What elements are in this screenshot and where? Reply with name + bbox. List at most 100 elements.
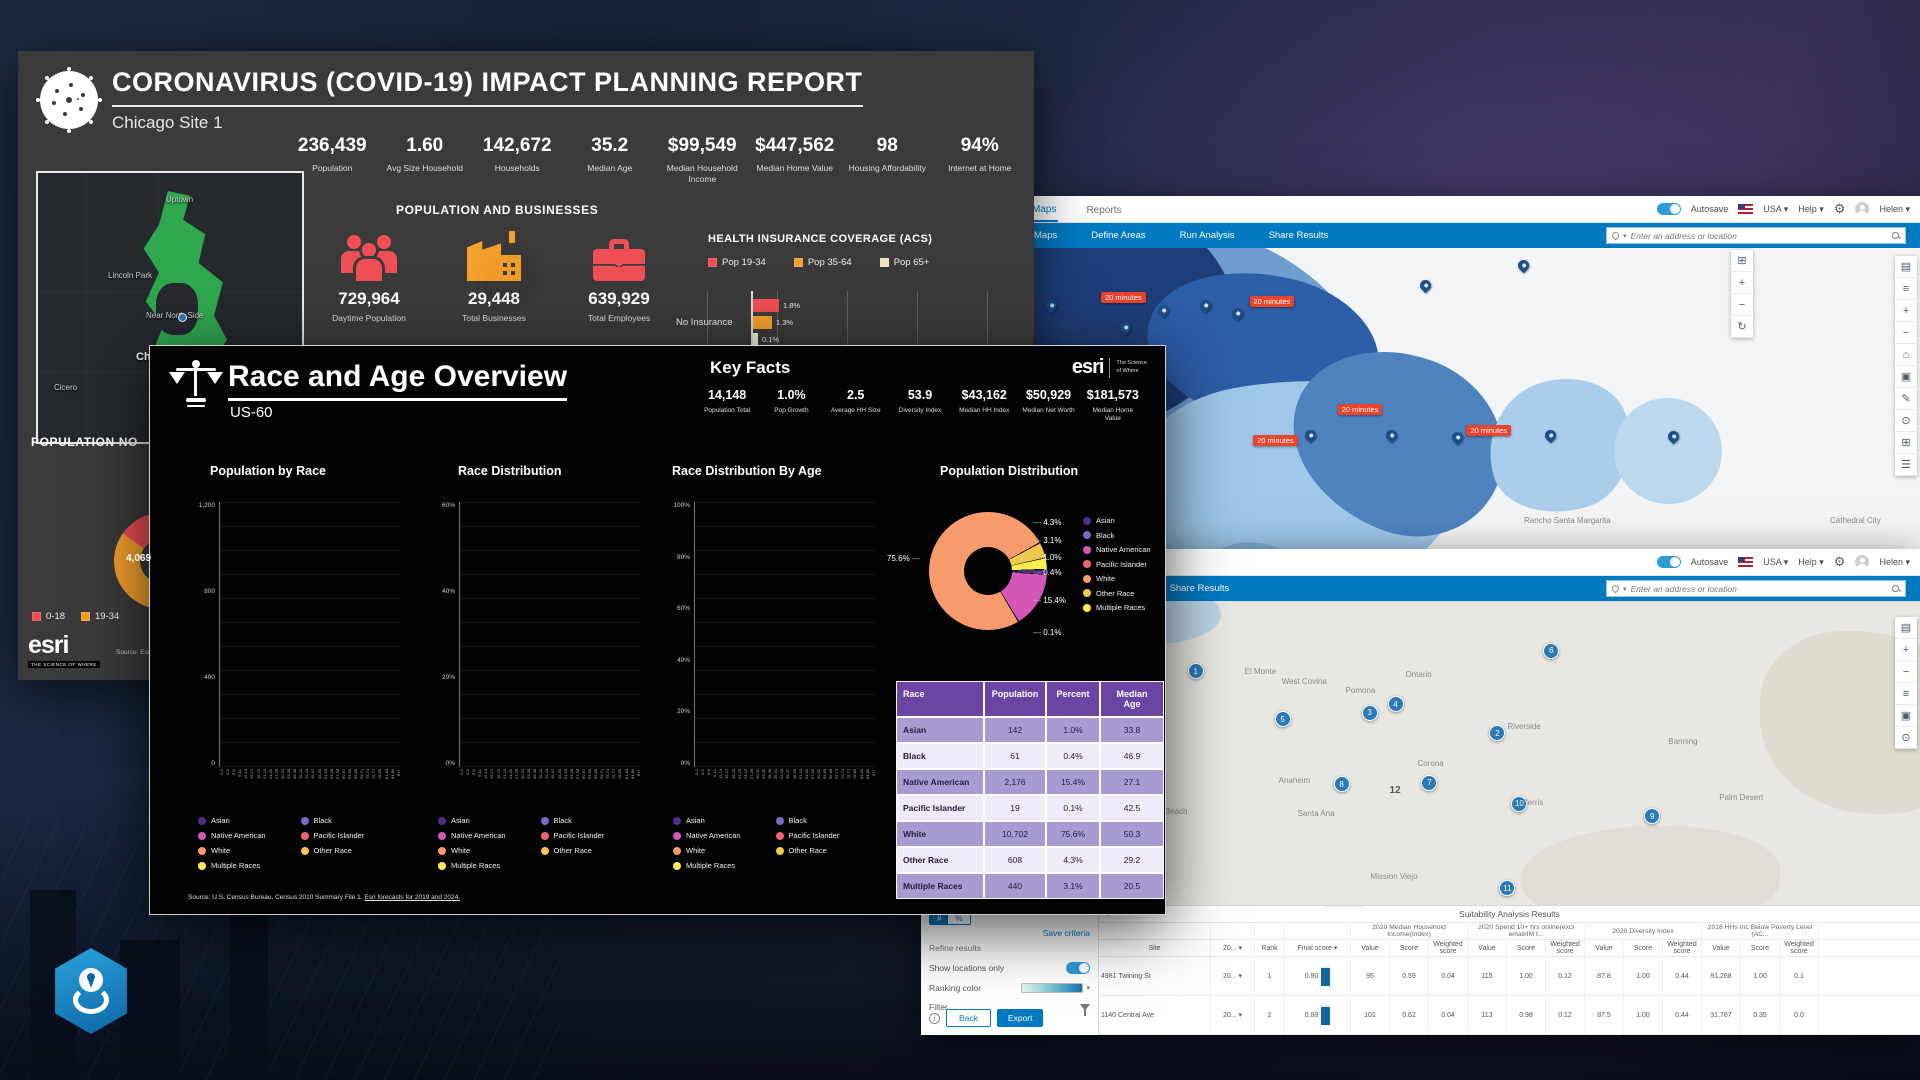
map-tools-sidebar[interactable]: ▤ + − ≡ ▣ ⊙ — [1895, 617, 1917, 749]
site-marker-1[interactable]: 1 — [1187, 663, 1204, 680]
ranking-color-dropdown[interactable]: ▾ — [1021, 983, 1090, 993]
score-bar — [1321, 1005, 1331, 1025]
locale-dropdown[interactable]: USA ▾ — [1763, 556, 1789, 567]
show-locations-toggle[interactable] — [1066, 962, 1090, 974]
site-marker-8[interactable]: 8 — [1333, 776, 1350, 793]
input-tab[interactable]: Input — [1325, 906, 1363, 907]
col-weighted-score[interactable]: Weighted score — [1546, 940, 1585, 956]
help-dropdown[interactable]: Help ▾ — [1798, 203, 1824, 214]
col-score[interactable]: Score — [1507, 940, 1546, 956]
help-dropdown[interactable]: Help ▾ — [1798, 556, 1824, 567]
address-search[interactable]: ▾ — [1606, 227, 1906, 244]
site-marker-4[interactable]: 4 — [1387, 696, 1404, 713]
zoom-out-icon[interactable]: − — [1895, 322, 1917, 344]
search-caret-icon[interactable]: ▾ — [1623, 585, 1627, 593]
col-weighted-score[interactable]: Weighted score — [1663, 940, 1702, 956]
donut-callout: 15.4% — [1033, 596, 1066, 605]
table-row[interactable]: 4981 Twining St 20... ▾ 1 0.90 95 0.59 0.04 115… — [1099, 957, 1920, 996]
col-weighted-score[interactable]: Weighted score — [1429, 940, 1468, 956]
home-icon[interactable]: ⌂ — [1895, 344, 1917, 366]
minus-icon[interactable]: − — [1731, 294, 1753, 316]
refresh-icon[interactable]: ↻ — [1731, 316, 1753, 338]
measure-icon[interactable]: ⊞ — [1895, 432, 1917, 454]
export-button[interactable]: Export — [996, 1009, 1044, 1027]
locate-icon[interactable]: ⊙ — [1895, 410, 1917, 432]
user-dropdown[interactable]: Helen ▾ — [1879, 203, 1910, 214]
toolbar-item-share-results[interactable]: Share Results — [1268, 230, 1329, 241]
search-caret-icon[interactable]: ▾ — [1623, 232, 1627, 240]
search-input[interactable] — [1630, 583, 1888, 594]
site-marker-2[interactable]: 2 — [1489, 725, 1506, 742]
locate-icon[interactable]: ⊙ — [1895, 727, 1917, 749]
locale-dropdown[interactable]: USA ▾ — [1763, 203, 1789, 214]
city-label: Pomona — [1345, 686, 1376, 696]
score-bar — [1321, 966, 1331, 986]
business-analyst-app-icon[interactable] — [55, 948, 127, 1034]
layers-icon[interactable]: ≡ — [1895, 683, 1917, 705]
site-marker-5[interactable]: 5 — [1274, 711, 1291, 728]
date-cell[interactable]: 20... ▾ — [1211, 957, 1255, 995]
col-score[interactable]: Score — [1624, 940, 1663, 956]
toolbar-item-maps[interactable]: Maps — [1034, 230, 1058, 241]
save-criteria-link[interactable]: Save criteria — [1042, 928, 1090, 938]
toolbar-item-run-analysis[interactable]: Run Analysis — [1179, 230, 1235, 241]
user-avatar[interactable] — [1855, 555, 1870, 569]
site-marker-7[interactable]: 7 — [1421, 774, 1438, 791]
draw-icon[interactable]: ✎ — [1895, 388, 1917, 410]
user-avatar[interactable] — [1855, 202, 1870, 216]
search-icon[interactable] — [1892, 584, 1900, 593]
table-row[interactable]: 1140 Central Ave 20... ▾ 2 0.88 101 0.62 0.04 1… — [1099, 996, 1920, 1035]
site-marker-11[interactable]: 11 — [1499, 880, 1516, 897]
autosave-toggle[interactable] — [1656, 556, 1681, 568]
source-link[interactable]: Esri forecasts for 2019 and 2024. — [364, 894, 461, 901]
autosave-toggle[interactable] — [1656, 203, 1681, 215]
col-site[interactable]: Site — [1099, 940, 1211, 956]
zoom-in-icon[interactable]: + — [1895, 300, 1917, 322]
plus-icon[interactable]: + — [1731, 272, 1753, 294]
col-date[interactable]: 20... ▾ — [1211, 940, 1255, 956]
select-icon[interactable]: ▣ — [1895, 705, 1917, 727]
filter-icon[interactable] — [1080, 1003, 1090, 1016]
suitability-table[interactable]: Input ⌄Suitability Analysis Results 2020… — [1099, 906, 1920, 1035]
gear-icon[interactable]: ⚙ — [1833, 201, 1846, 216]
tab-maps[interactable]: Maps — [1030, 197, 1059, 222]
tab-reports[interactable]: Reports — [1086, 204, 1122, 216]
col-score[interactable]: Score — [1741, 940, 1780, 956]
user-dropdown[interactable]: Helen ▾ — [1879, 556, 1910, 567]
search-icon[interactable] — [1892, 231, 1900, 240]
col-rank[interactable]: Rank — [1255, 940, 1285, 956]
map-zoom-controls[interactable]: ⊞ + − ↻ — [1731, 250, 1753, 338]
number-toggle[interactable]: # — [930, 913, 949, 924]
col-weighted-score[interactable]: Weighted score — [1780, 940, 1819, 956]
col-value[interactable]: Value — [1702, 940, 1741, 956]
basemap-icon[interactable]: ▤ — [1895, 617, 1917, 639]
toolbar-item-share-results[interactable]: Share Results — [1169, 583, 1230, 594]
site-marker-9[interactable]: 9 — [1644, 808, 1661, 825]
col-value[interactable]: Value — [1468, 940, 1507, 956]
col-value[interactable]: Value — [1585, 940, 1624, 956]
col-final-score[interactable]: Final score ▾ — [1285, 940, 1351, 956]
legend-icon[interactable]: ☰ — [1895, 454, 1917, 476]
location-pin[interactable] — [1417, 277, 1433, 294]
site-marker-10[interactable]: 10 — [1511, 795, 1528, 812]
info-icon[interactable]: i — [929, 1012, 940, 1024]
col-score[interactable]: Score — [1390, 940, 1429, 956]
toolbar-item-define-areas[interactable]: Define Areas — [1091, 230, 1146, 241]
layers-icon[interactable]: ≡ — [1895, 278, 1917, 300]
col-value[interactable]: Value — [1351, 940, 1390, 956]
site-marker-3[interactable]: 3 — [1361, 704, 1378, 721]
zoom-in-icon[interactable]: + — [1895, 639, 1917, 661]
select-icon[interactable]: ▣ — [1895, 366, 1917, 388]
search-input[interactable] — [1630, 230, 1888, 241]
grid-icon[interactable]: ⊞ — [1731, 250, 1753, 272]
basemap-icon[interactable]: ▤ — [1895, 256, 1917, 278]
zoom-out-icon[interactable]: − — [1895, 661, 1917, 683]
back-button[interactable]: Back — [946, 1009, 991, 1027]
map-tools-sidebar[interactable]: ▤ ≡ + − ⌂ ▣ ✎ ⊙ ⊞ ☰ — [1895, 256, 1917, 476]
address-search[interactable]: ▾ — [1606, 580, 1906, 597]
percent-toggle[interactable]: % — [955, 914, 963, 923]
gear-icon[interactable]: ⚙ — [1833, 554, 1846, 569]
location-pin[interactable] — [1515, 257, 1531, 274]
site-marker-6[interactable]: 6 — [1543, 642, 1560, 659]
date-cell[interactable]: 20... ▾ — [1211, 996, 1255, 1034]
